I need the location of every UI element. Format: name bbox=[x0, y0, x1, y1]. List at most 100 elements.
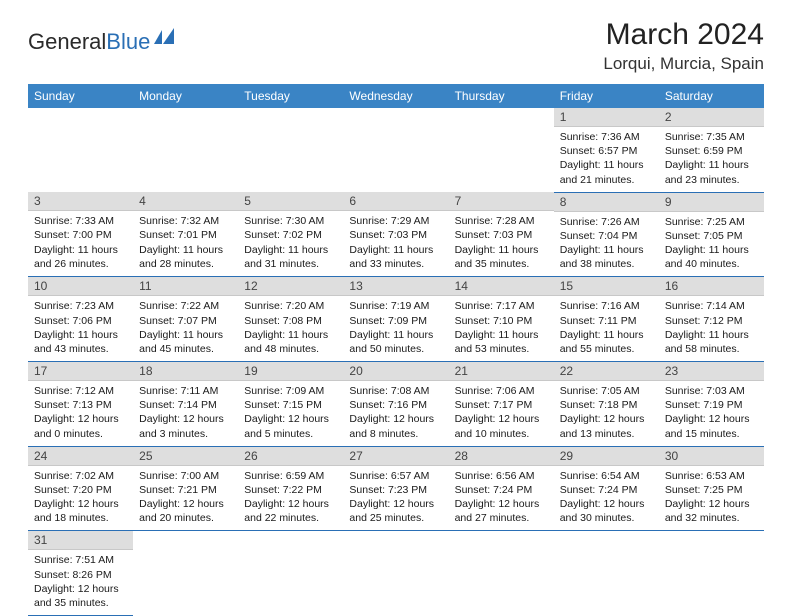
calendar-day-cell: 21Sunrise: 7:06 AMSunset: 7:17 PMDayligh… bbox=[449, 362, 554, 447]
calendar-body: 1Sunrise: 7:36 AMSunset: 6:57 PMDaylight… bbox=[28, 108, 764, 616]
sunset-line: Sunset: 7:12 PM bbox=[665, 314, 758, 328]
day-body: Sunrise: 7:20 AMSunset: 7:08 PMDaylight:… bbox=[238, 296, 343, 361]
weekday-header: Friday bbox=[554, 84, 659, 108]
day-number: 24 bbox=[28, 447, 133, 466]
sunrise-line: Sunrise: 7:12 AM bbox=[34, 384, 127, 398]
sunset-line: Sunset: 7:11 PM bbox=[560, 314, 653, 328]
daylight-line: Daylight: 11 hours and 31 minutes. bbox=[244, 243, 337, 271]
calendar-day-cell: 16Sunrise: 7:14 AMSunset: 7:12 PMDayligh… bbox=[659, 277, 764, 362]
daylight-line: Daylight: 12 hours and 22 minutes. bbox=[244, 497, 337, 525]
sunset-line: Sunset: 7:03 PM bbox=[455, 228, 548, 242]
sunset-line: Sunset: 7:23 PM bbox=[349, 483, 442, 497]
day-number: 9 bbox=[659, 193, 764, 212]
day-number: 4 bbox=[133, 192, 238, 211]
day-body: Sunrise: 7:30 AMSunset: 7:02 PMDaylight:… bbox=[238, 211, 343, 276]
sunset-line: Sunset: 7:19 PM bbox=[665, 398, 758, 412]
day-number: 11 bbox=[133, 277, 238, 296]
sunset-line: Sunset: 7:25 PM bbox=[665, 483, 758, 497]
day-body: Sunrise: 7:17 AMSunset: 7:10 PMDaylight:… bbox=[449, 296, 554, 361]
calendar-day-cell: 8Sunrise: 7:26 AMSunset: 7:04 PMDaylight… bbox=[554, 192, 659, 277]
daylight-line: Daylight: 12 hours and 25 minutes. bbox=[349, 497, 442, 525]
day-number: 26 bbox=[238, 447, 343, 466]
day-body: Sunrise: 7:29 AMSunset: 7:03 PMDaylight:… bbox=[343, 211, 448, 276]
day-body: Sunrise: 6:56 AMSunset: 7:24 PMDaylight:… bbox=[449, 466, 554, 531]
calendar-week-row: 1Sunrise: 7:36 AMSunset: 6:57 PMDaylight… bbox=[28, 108, 764, 192]
day-body: Sunrise: 7:11 AMSunset: 7:14 PMDaylight:… bbox=[133, 381, 238, 446]
daylight-line: Daylight: 12 hours and 27 minutes. bbox=[455, 497, 548, 525]
calendar-day-cell: 29Sunrise: 6:54 AMSunset: 7:24 PMDayligh… bbox=[554, 446, 659, 531]
day-number: 17 bbox=[28, 362, 133, 381]
day-number: 28 bbox=[449, 447, 554, 466]
sunset-line: Sunset: 7:10 PM bbox=[455, 314, 548, 328]
sunrise-line: Sunrise: 7:08 AM bbox=[349, 384, 442, 398]
day-body: Sunrise: 6:57 AMSunset: 7:23 PMDaylight:… bbox=[343, 466, 448, 531]
day-body: Sunrise: 7:03 AMSunset: 7:19 PMDaylight:… bbox=[659, 381, 764, 446]
calendar-table: SundayMondayTuesdayWednesdayThursdayFrid… bbox=[28, 84, 764, 616]
sunset-line: Sunset: 7:18 PM bbox=[560, 398, 653, 412]
calendar-week-row: 24Sunrise: 7:02 AMSunset: 7:20 PMDayligh… bbox=[28, 446, 764, 531]
calendar-day-cell bbox=[343, 531, 448, 616]
daylight-line: Daylight: 12 hours and 20 minutes. bbox=[139, 497, 232, 525]
day-number: 2 bbox=[659, 108, 764, 127]
calendar-day-cell bbox=[28, 108, 133, 192]
daylight-line: Daylight: 11 hours and 21 minutes. bbox=[560, 158, 653, 186]
daylight-line: Daylight: 12 hours and 32 minutes. bbox=[665, 497, 758, 525]
day-body: Sunrise: 7:02 AMSunset: 7:20 PMDaylight:… bbox=[28, 466, 133, 531]
daylight-line: Daylight: 12 hours and 18 minutes. bbox=[34, 497, 127, 525]
day-body: Sunrise: 7:33 AMSunset: 7:00 PMDaylight:… bbox=[28, 211, 133, 276]
day-number: 29 bbox=[554, 447, 659, 466]
daylight-line: Daylight: 12 hours and 0 minutes. bbox=[34, 412, 127, 440]
sunset-line: Sunset: 7:21 PM bbox=[139, 483, 232, 497]
day-number: 21 bbox=[449, 362, 554, 381]
calendar-day-cell: 18Sunrise: 7:11 AMSunset: 7:14 PMDayligh… bbox=[133, 362, 238, 447]
calendar-day-cell bbox=[554, 531, 659, 616]
weekday-header: Monday bbox=[133, 84, 238, 108]
calendar-day-cell bbox=[238, 108, 343, 192]
calendar-day-cell bbox=[343, 108, 448, 192]
sunrise-line: Sunrise: 7:51 AM bbox=[34, 553, 127, 567]
daylight-line: Daylight: 12 hours and 5 minutes. bbox=[244, 412, 337, 440]
day-number: 27 bbox=[343, 447, 448, 466]
calendar-day-cell: 10Sunrise: 7:23 AMSunset: 7:06 PMDayligh… bbox=[28, 277, 133, 362]
calendar-day-cell: 9Sunrise: 7:25 AMSunset: 7:05 PMDaylight… bbox=[659, 192, 764, 277]
daylight-line: Daylight: 12 hours and 15 minutes. bbox=[665, 412, 758, 440]
day-body: Sunrise: 6:59 AMSunset: 7:22 PMDaylight:… bbox=[238, 466, 343, 531]
sunrise-line: Sunrise: 7:32 AM bbox=[139, 214, 232, 228]
day-number: 7 bbox=[449, 192, 554, 211]
sunset-line: Sunset: 7:16 PM bbox=[349, 398, 442, 412]
daylight-line: Daylight: 12 hours and 8 minutes. bbox=[349, 412, 442, 440]
calendar-day-cell: 25Sunrise: 7:00 AMSunset: 7:21 PMDayligh… bbox=[133, 446, 238, 531]
weekday-header: Wednesday bbox=[343, 84, 448, 108]
day-number: 19 bbox=[238, 362, 343, 381]
calendar-week-row: 31Sunrise: 7:51 AMSunset: 8:26 PMDayligh… bbox=[28, 531, 764, 616]
calendar-day-cell: 27Sunrise: 6:57 AMSunset: 7:23 PMDayligh… bbox=[343, 446, 448, 531]
sunrise-line: Sunrise: 7:00 AM bbox=[139, 469, 232, 483]
sunrise-line: Sunrise: 7:16 AM bbox=[560, 299, 653, 313]
calendar-day-cell: 11Sunrise: 7:22 AMSunset: 7:07 PMDayligh… bbox=[133, 277, 238, 362]
day-number: 14 bbox=[449, 277, 554, 296]
day-body: Sunrise: 7:28 AMSunset: 7:03 PMDaylight:… bbox=[449, 211, 554, 276]
day-number: 30 bbox=[659, 447, 764, 466]
day-number: 12 bbox=[238, 277, 343, 296]
daylight-line: Daylight: 12 hours and 3 minutes. bbox=[139, 412, 232, 440]
sunrise-line: Sunrise: 7:17 AM bbox=[455, 299, 548, 313]
sunrise-line: Sunrise: 7:35 AM bbox=[665, 130, 758, 144]
calendar-day-cell bbox=[449, 531, 554, 616]
weekday-header: Saturday bbox=[659, 84, 764, 108]
daylight-line: Daylight: 11 hours and 50 minutes. bbox=[349, 328, 442, 356]
calendar-day-cell: 7Sunrise: 7:28 AMSunset: 7:03 PMDaylight… bbox=[449, 192, 554, 277]
day-number: 13 bbox=[343, 277, 448, 296]
day-body: Sunrise: 7:26 AMSunset: 7:04 PMDaylight:… bbox=[554, 212, 659, 277]
calendar-day-cell: 1Sunrise: 7:36 AMSunset: 6:57 PMDaylight… bbox=[554, 108, 659, 192]
sunset-line: Sunset: 6:59 PM bbox=[665, 144, 758, 158]
sunset-line: Sunset: 7:13 PM bbox=[34, 398, 127, 412]
day-number: 6 bbox=[343, 192, 448, 211]
day-body: Sunrise: 7:09 AMSunset: 7:15 PMDaylight:… bbox=[238, 381, 343, 446]
sunset-line: Sunset: 7:00 PM bbox=[34, 228, 127, 242]
sunrise-line: Sunrise: 7:19 AM bbox=[349, 299, 442, 313]
sunset-line: Sunset: 7:20 PM bbox=[34, 483, 127, 497]
title-block: March 2024 Lorqui, Murcia, Spain bbox=[603, 18, 764, 74]
daylight-line: Daylight: 12 hours and 35 minutes. bbox=[34, 582, 127, 610]
calendar-day-cell: 14Sunrise: 7:17 AMSunset: 7:10 PMDayligh… bbox=[449, 277, 554, 362]
daylight-line: Daylight: 11 hours and 38 minutes. bbox=[560, 243, 653, 271]
